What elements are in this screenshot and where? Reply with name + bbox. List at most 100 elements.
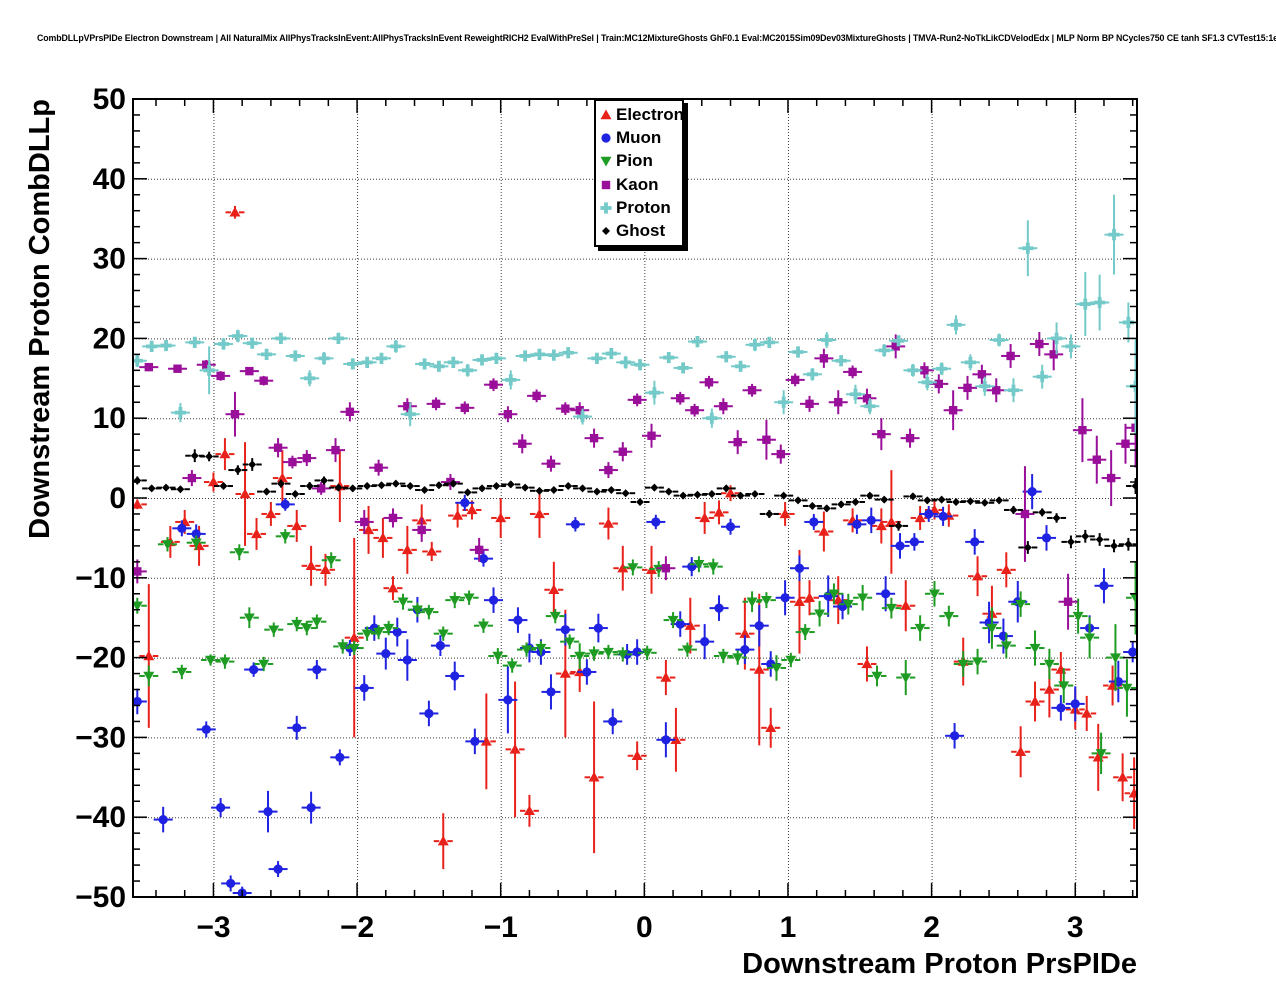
data-point-marker [480,735,492,746]
data-point-marker [647,431,656,440]
data-point-marker [970,537,980,547]
data-point-marker [291,520,303,531]
data-point-marker [1038,508,1047,517]
data-point-marker [641,648,653,659]
data-point-marker [591,352,603,364]
data-point-marker [750,490,759,499]
data-point-marker [952,497,961,506]
data-point-marker [1000,641,1012,652]
data-point-marker [426,545,438,556]
data-point-marker [1058,681,1070,692]
data-point-marker [849,388,862,400]
data-point-marker [875,520,887,531]
data-point-marker [818,526,830,536]
data-point-marker [661,735,671,745]
data-point-marker [305,482,314,491]
data-point-marker [877,429,886,439]
data-point-marker [374,463,383,472]
legend-entry-ghost: Ghost [596,220,682,242]
data-point-marker [219,657,231,668]
y-tick-label: 20 [93,322,126,355]
triangle-up-icon [600,109,612,119]
data-point-marker [693,490,702,499]
data-point-marker [381,649,391,659]
data-point-marker [535,643,547,654]
data-point-marker [301,623,313,634]
data-point-marker [548,584,560,594]
data-point-marker [492,651,504,662]
data-point-marker [1029,643,1041,654]
data-point-marker [1043,684,1055,694]
data-point-marker [1052,513,1061,522]
data-point-marker [363,524,375,535]
data-point-marker [417,525,426,535]
legend-box: Electron Muon Pion Kaon Proton Ghost [594,99,684,247]
data-point-marker [707,490,716,499]
data-point-marker [1078,425,1087,435]
data-point-marker [576,411,589,423]
x-tick-label: 0 [636,911,653,944]
data-point-marker [219,448,231,459]
data-point-marker [749,339,761,351]
data-point-marker [205,655,217,666]
data-point-marker [762,435,771,444]
data-point-marker [651,517,661,527]
data-point-marker [753,664,765,674]
data-point-marker [431,399,441,409]
series-muon [133,474,1137,897]
data-point-marker [700,637,710,647]
data-point-marker [375,352,388,364]
data-point-marker [259,376,268,385]
data-point-marker [937,495,946,504]
data-point-marker [621,489,630,498]
data-point-marker [549,486,558,495]
data-point-marker [600,157,612,167]
data-point-marker [661,564,671,573]
data-point-marker [684,620,696,630]
data-point-marker [177,523,187,533]
data-point-marker [725,522,736,532]
data-point-marker [881,589,891,599]
data-point-marker [747,386,757,395]
data-point-marker [632,647,642,657]
x-tick-label: −1 [484,911,518,944]
data-point-marker [363,482,372,491]
data-point-marker [477,621,489,632]
data-point-marker [245,366,254,376]
data-point-marker [401,544,413,555]
data-point-marker [506,661,518,672]
data-point-marker [133,476,142,485]
data-point-marker [866,515,876,525]
data-point-marker [411,605,423,616]
data-point-marker [861,658,873,669]
data-point-marker [133,498,143,509]
data-point-marker [348,643,360,654]
data-point-marker [243,613,255,624]
data-point-marker [437,835,449,846]
data-point-marker [276,479,285,488]
data-point-marker [928,589,940,600]
legend-entry-proton: Proton [596,197,682,219]
data-point-marker [279,532,291,542]
data-point-marker [746,597,758,608]
data-point-marker [532,391,541,401]
data-point-marker [914,623,926,634]
data-point-marker [1079,298,1091,310]
data-point-marker [402,655,412,665]
data-point-marker [495,512,507,523]
data-point-marker [719,402,728,411]
data-point-marker [938,511,948,521]
data-point-marker [770,663,782,674]
data-point-marker [233,466,242,475]
data-point-marker [207,476,219,487]
data-point-marker [934,379,943,389]
data-point-marker [663,351,675,364]
data-point-marker [691,335,704,348]
data-point-marker [720,351,732,363]
data-point-marker [722,484,731,493]
data-point-marker [617,562,629,573]
data-point-marker [1035,339,1044,349]
data-point-marker [1020,509,1030,519]
